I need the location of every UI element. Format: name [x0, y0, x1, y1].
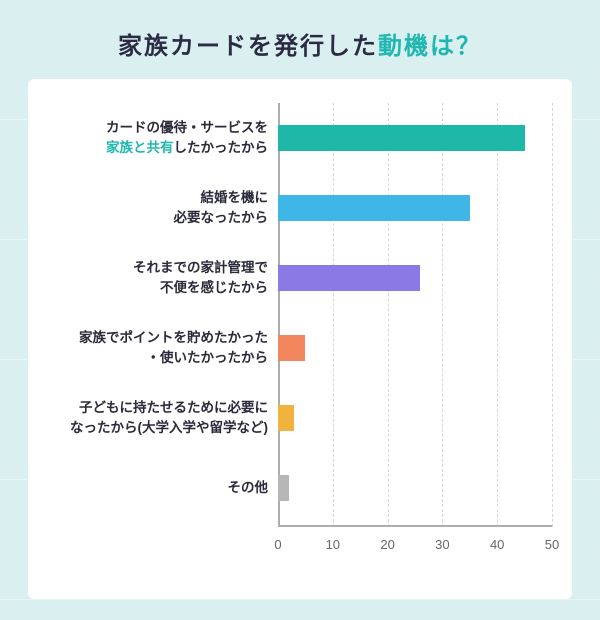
chart-card: カードの優待・サービスを家族と共有したかったから結婚を機に必要なったからそれまで… [28, 79, 572, 599]
bar-label: それまでの家計管理で不便を感じたから [48, 258, 278, 297]
bar [278, 195, 470, 221]
title-accent: 動機は？ [378, 33, 482, 60]
bar [278, 405, 294, 431]
chart: カードの優待・サービスを家族と共有したかったから結婚を機に必要なったからそれまで… [48, 103, 552, 573]
label-row: 子どもに持たせるために必要になったから(大学入学や留学など) [48, 383, 278, 453]
bar-label: 結婚を機に必要なったから [48, 188, 278, 227]
x-tick-label: 20 [380, 537, 394, 552]
x-ticks: 01020304050 [278, 537, 552, 557]
bars-area [278, 103, 552, 527]
bar-row [278, 453, 552, 523]
bar-row [278, 243, 552, 313]
x-tick-label: 10 [326, 537, 340, 552]
x-tick-label: 30 [435, 537, 449, 552]
bar-row [278, 103, 552, 173]
bar-label: 子どもに持たせるために必要になったから(大学入学や留学など) [48, 398, 278, 437]
label-row: 家族でポイントを貯めたかった・使いたかったから [48, 313, 278, 383]
bar-row [278, 173, 552, 243]
bar-row [278, 383, 552, 453]
gridline [552, 103, 553, 527]
bar-row [278, 313, 552, 383]
label-row: その他 [48, 453, 278, 523]
x-tick-label: 40 [490, 537, 504, 552]
labels-column: カードの優待・サービスを家族と共有したかったから結婚を機に必要なったからそれまで… [48, 103, 278, 527]
bar-label: その他 [48, 478, 278, 498]
bar [278, 265, 420, 291]
label-row: カードの優待・サービスを家族と共有したかったから [48, 103, 278, 173]
bar [278, 335, 305, 361]
bar-label: カードの優待・サービスを家族と共有したかったから [48, 118, 278, 157]
bar-label: 家族でポイントを貯めたかった・使いたかったから [48, 328, 278, 367]
label-row: それまでの家計管理で不便を感じたから [48, 243, 278, 313]
title-prefix: 家族カードを発行した [118, 33, 378, 60]
chart-title: 家族カードを発行した動機は？ [0, 0, 600, 79]
x-tick-label: 0 [274, 537, 281, 552]
bar [278, 475, 289, 501]
bar [278, 125, 525, 151]
label-row: 結婚を機に必要なったから [48, 173, 278, 243]
x-tick-label: 50 [545, 537, 559, 552]
